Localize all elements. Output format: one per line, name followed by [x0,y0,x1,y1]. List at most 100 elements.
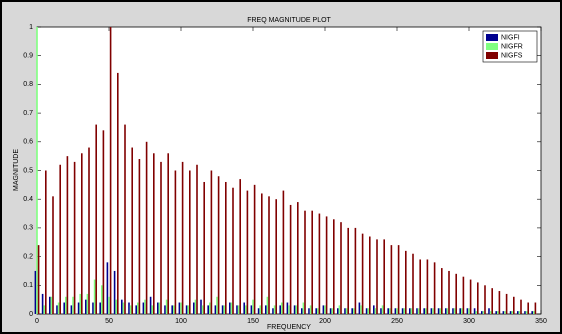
bar [373,305,375,314]
y-tick-label: 0.1 [23,282,33,289]
bar [86,293,89,314]
bar [423,308,425,314]
y-tick-label: 0.7 [23,110,33,117]
bar [417,308,420,314]
chart-title: FREQ MAGNITUDE PLOT [247,17,331,24]
bar [289,204,292,314]
bar [124,124,126,314]
bar [137,302,139,314]
bar [57,302,60,314]
bar [138,159,141,314]
legend-label: NIGFI [501,34,520,41]
bar [473,308,476,314]
bar [380,308,382,314]
y-axis-label: MAGNITUDE [13,149,20,191]
bar [216,296,218,314]
bar [203,181,205,314]
x-tick-label: 300 [463,318,475,325]
x-axis-label: FREQUENCY [267,324,311,331]
bar [338,305,341,314]
plot-area [36,26,542,315]
legend-swatch [486,34,498,41]
bar [387,308,389,314]
bar [344,308,346,314]
bar [266,296,269,314]
bar [273,305,276,314]
bar [49,296,51,314]
bar [405,250,407,314]
bar [265,305,267,314]
bar [250,305,253,314]
legend-label: NIGFS [501,52,523,59]
bar [194,299,197,314]
bar [99,302,101,314]
bar [165,299,168,314]
bar [502,311,505,314]
bar [207,305,209,314]
bar [56,305,58,314]
bar [178,302,181,314]
x-tick-label: 0 [35,318,39,325]
bar [412,253,414,314]
bar [237,305,240,314]
bar [239,179,241,314]
bar [410,308,413,314]
bar [459,308,461,314]
bar [396,308,398,314]
bar [160,161,162,314]
bar [329,308,332,314]
bar [489,311,492,314]
bar [426,259,429,314]
bar [144,299,146,314]
bar [358,302,361,314]
bar [469,279,472,314]
y-tick-label: 0.8 [23,81,33,88]
bar [455,273,457,314]
y-tick-label: 0.4 [23,196,33,203]
bar [498,291,501,314]
bar [221,305,224,314]
bar [360,305,362,314]
bar [497,311,499,314]
bar [41,293,44,314]
bar [482,311,485,314]
bar [293,305,296,314]
bar [282,190,285,314]
bar [337,308,339,314]
x-tick-label: 100 [175,318,187,325]
x-tick-label: 150 [247,318,259,325]
bar [158,302,161,314]
bar [353,308,355,314]
bar [93,279,96,314]
bar [333,219,335,314]
bar [135,305,137,314]
bar [253,184,256,314]
bar [261,193,263,314]
x-tick-label: 250 [391,318,403,325]
bar [367,308,369,314]
bar [252,299,254,314]
bar [72,296,74,314]
bar [272,308,274,314]
bar [308,308,310,314]
bar [452,308,454,314]
bar [187,305,189,314]
bar [117,72,119,314]
bar [383,239,385,314]
bar [318,213,321,314]
bar [279,305,281,314]
bar [210,170,213,314]
bar [317,308,319,314]
bar [167,153,169,314]
bar [302,302,305,314]
bar [361,233,364,314]
bar [85,299,87,314]
bar [122,302,125,314]
bar [345,308,348,314]
bar [66,156,69,314]
bar [223,305,225,314]
bar [59,164,61,314]
bar [495,311,497,314]
bar [45,170,47,314]
